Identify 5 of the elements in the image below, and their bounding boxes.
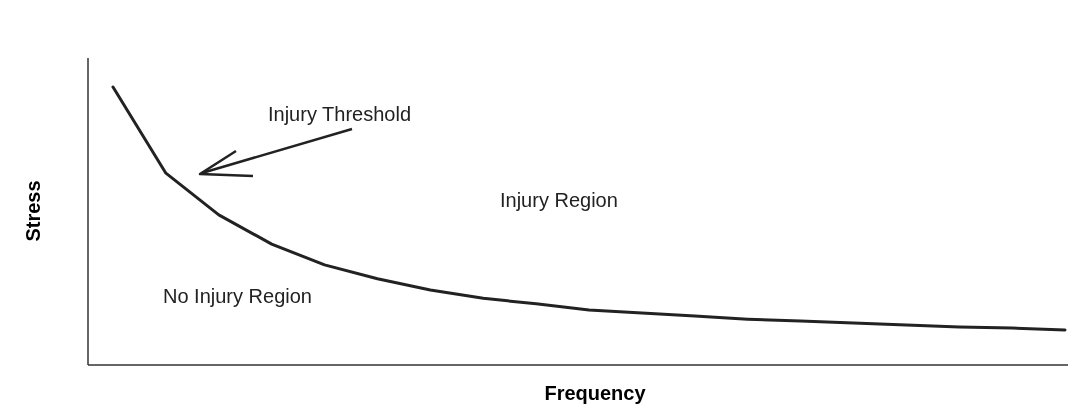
x-axis-title: Frequency xyxy=(544,382,647,404)
annotation: No Injury Region xyxy=(163,285,312,307)
annotation: Injury Region xyxy=(500,189,618,211)
y-axis-title: Stress xyxy=(22,180,44,242)
annotation: Injury Threshold xyxy=(268,103,412,125)
